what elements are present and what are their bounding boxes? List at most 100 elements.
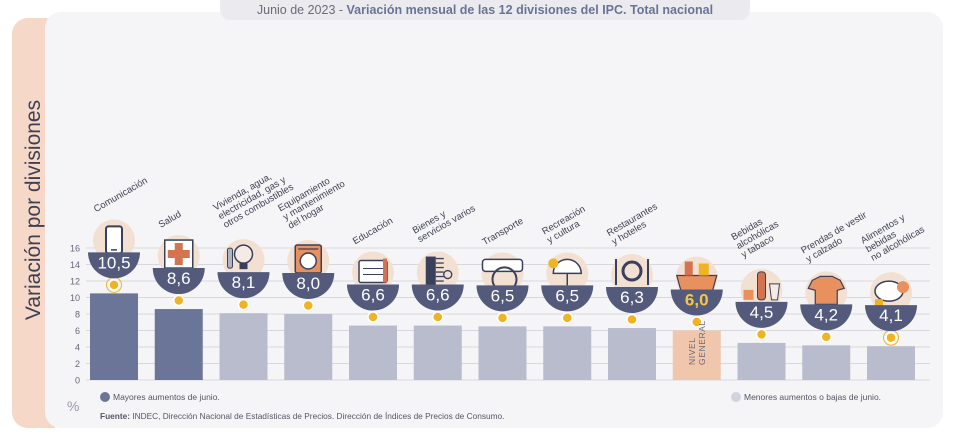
source-note: Fuente: INDEC, Dirección Nacional de Est… [100,411,504,421]
general-bar-label-line: NIVEL [687,337,697,365]
fruit-shape [897,281,909,294]
value-label: 4,2 [814,305,838,324]
category-label: Alimentos ybebidasno alcohólicas [859,207,927,264]
value-dot [755,328,768,341]
legend-dot-menor [731,392,741,402]
value-badge [541,285,594,312]
legend-label-menor: Menores aumentos o bajas de junio. [744,392,882,402]
value-badge [282,273,335,299]
value-dot [302,299,314,312]
y-tick-label: 4 [75,343,80,353]
category-label: Comunicación [92,175,150,215]
value-label: 6,5 [491,286,515,305]
value-badge [217,272,270,299]
value-dot [885,331,897,344]
unit-label: % [67,398,80,414]
umbrella-icon [546,252,589,295]
basket-item [684,261,693,276]
value-badge [347,284,399,311]
bar [543,326,592,380]
y-tick-label: 6 [75,326,80,336]
y-tick-label: 8 [75,310,80,320]
comb-icon [416,251,459,294]
general-bar-label-line: GENERAL [697,320,707,365]
bar [737,342,786,380]
category-label-line: Salud [157,209,184,231]
bar [219,313,268,380]
bar [90,293,138,380]
category-label: Bienes yservicios varios [411,194,478,245]
category-label: Vivienda, agua,electricidad, gas yotros … [212,164,296,231]
bar [802,345,851,380]
value-dot [820,331,832,343]
comb-spine [425,256,436,285]
value-label: 8,6 [167,269,191,288]
bar [413,325,462,380]
category-label-line: Educación [351,215,395,247]
general-bar-label: NIVELGENERAL [687,320,707,365]
legend-label-mayor: Mayores aumentos de junio. [113,392,220,402]
bulb-base [239,263,248,270]
value-dot [173,294,185,307]
title-text: Variación mensual de las 12 divisiones d… [346,3,714,17]
value-label: 8,0 [296,274,320,293]
value-dot [432,311,444,323]
bulb-icon [222,239,265,282]
source-label: Fuente: [100,411,130,421]
chart-title: Junio de 2023 - Variación mensual de las… [220,0,750,20]
category-label: Bebidasalcohólicasy tabaco [730,210,786,260]
category-label: Recreacióny cultura [540,204,592,246]
y-tick-label: 14 [70,260,80,270]
value-label: 10,5 [97,253,130,272]
value-badge [88,252,140,279]
cross-shape [167,243,190,266]
y-tick-label: 12 [70,277,80,287]
value-dot [626,313,638,326]
value-dot [237,298,250,311]
sun-shape [548,258,559,269]
bar [478,326,527,380]
category-label: Transporte [481,216,526,248]
value-badge [670,289,723,316]
cutlery-icon [611,254,653,297]
plate-ring [621,260,643,282]
y-tick-label: 2 [75,359,80,369]
y-tick-label: 10 [70,293,80,303]
value-label: 4,1 [879,306,903,325]
value-label: 6,3 [620,288,644,307]
value-label: 6,0 [685,291,709,310]
notebook-icon [352,251,394,294]
bar [154,309,203,380]
scissors-ring [443,269,453,280]
y-tick-label: 16 [70,244,80,254]
bar [867,346,915,380]
value-label: 6,5 [555,286,579,305]
value-dot [561,312,573,324]
notebook-pencil [383,258,387,283]
glass-shape [768,283,781,301]
bottle-icon [740,268,783,311]
bar [349,325,397,380]
value-badge [606,287,658,314]
chicken-icon [870,272,912,315]
value-badge [800,304,853,331]
value-dot [496,312,509,324]
value-dot [108,279,120,291]
bottle-shape [757,271,766,301]
bar [672,330,721,380]
category-label: Equipamientoy mantenimientodel hogar [276,170,352,232]
value-badge [865,305,917,332]
value-badge [476,285,529,312]
basket-icon [675,256,718,299]
bar [608,328,656,380]
legend-dot-mayor [100,392,110,402]
bus-card [481,258,524,273]
source-text: INDEC, Dirección Nacional de Estadística… [129,411,505,421]
basket-item [698,263,709,276]
value-badge [411,284,464,311]
bulb-tool [227,247,233,269]
category-label: Educación [351,215,395,247]
value-label: 4,5 [750,303,774,322]
shirt-icon [805,271,848,314]
